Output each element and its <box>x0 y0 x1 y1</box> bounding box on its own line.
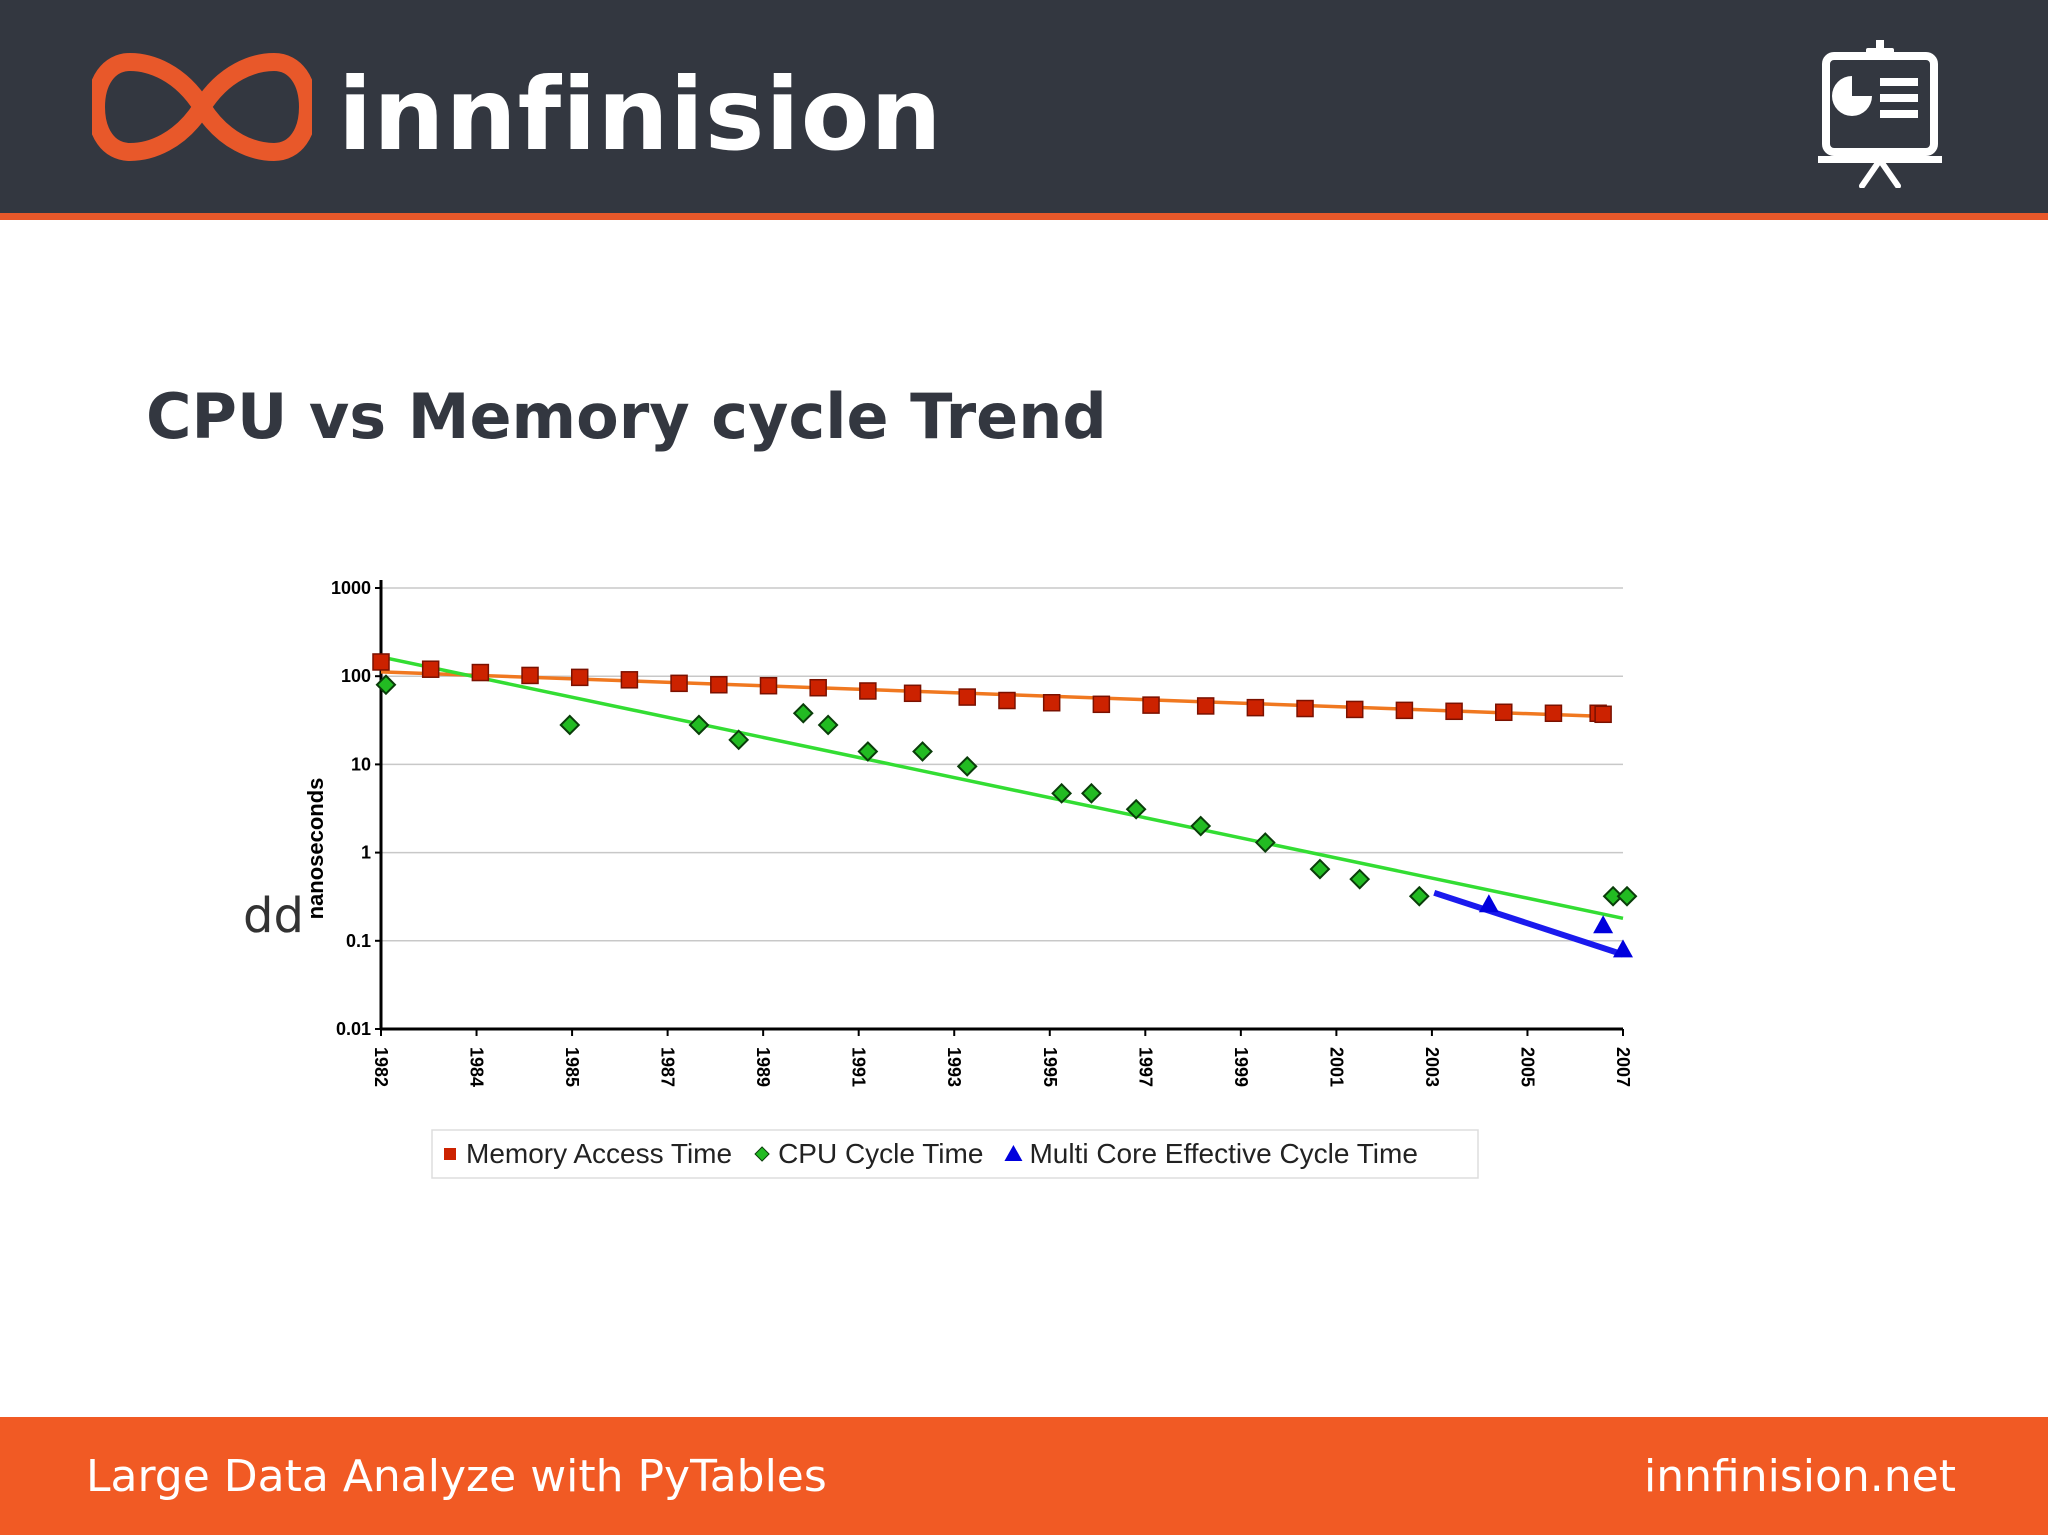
x-tick-label: 1982 <box>371 1047 391 1087</box>
y-tick-label: 10 <box>351 754 371 774</box>
memory-access-marker <box>421 660 440 678</box>
x-tick-label: 1985 <box>562 1047 582 1087</box>
memory-access-marker <box>570 668 589 687</box>
memory-access-marker <box>1544 704 1563 723</box>
x-tick-label: 2005 <box>1517 1047 1537 1087</box>
cpu-cycle-marker <box>857 741 879 762</box>
legend-label: Memory Access Time <box>466 1138 732 1169</box>
cpu-cycle-marker <box>1602 885 1624 907</box>
cpu-cycle-marker <box>1081 782 1102 804</box>
brand-name: innfinision <box>338 56 943 173</box>
memory-access-marker <box>1246 698 1265 717</box>
cpu-cycle-marker <box>1125 798 1147 820</box>
memory-access-marker <box>1395 701 1414 720</box>
memory-access-marker <box>1594 705 1612 724</box>
memory-access-marker <box>1042 694 1061 712</box>
x-tick-label: 2007 <box>1613 1047 1633 1087</box>
memory-access-marker <box>1296 699 1314 718</box>
cpu-cycle-marker <box>688 714 710 736</box>
memory-access-marker <box>859 682 877 700</box>
x-tick-label: 1993 <box>944 1047 964 1087</box>
footer-website: innfinision.net <box>1644 1451 1956 1502</box>
x-tick-label: 1995 <box>1040 1047 1060 1087</box>
cpu-cycle-marker <box>1349 868 1371 890</box>
y-tick-label: 100 <box>341 666 371 686</box>
cpu-cycle-legend-marker <box>754 1146 770 1162</box>
cpu-cycle-marker <box>1254 832 1276 853</box>
cpu-cycle-marker <box>1616 885 1638 907</box>
footer-bar: Large Data Analyze with PyTables innfini… <box>0 1417 2048 1535</box>
x-tick-label: 1984 <box>467 1047 487 1087</box>
cpu-cycle-marker <box>375 674 397 696</box>
memory-access-marker <box>1345 700 1364 719</box>
y-tick-label: 0.01 <box>336 1019 371 1039</box>
x-tick-label: 1989 <box>753 1047 773 1087</box>
slide-title: CPU vs Memory cycle Trend <box>146 380 1107 453</box>
y-tick-label: 1 <box>361 843 371 863</box>
memory-cpu-chart: 0.01 0.1 1 10 100 1000 nanoseconds 1982 1984 1985… <box>303 578 1638 1179</box>
memory-access-marker <box>1445 702 1463 721</box>
multicore-marker <box>1613 939 1633 958</box>
cpu-cycle-marker <box>1309 858 1331 880</box>
footer-title: Large Data Analyze with PyTables <box>86 1451 827 1502</box>
legend-box <box>431 1129 1479 1179</box>
y-tick-label: 1000 <box>331 578 371 598</box>
x-tick-label: 1997 <box>1135 1047 1155 1087</box>
memory-access-marker <box>521 666 539 685</box>
memory-access-marker <box>1142 696 1160 714</box>
infinity-logo-icon <box>92 53 312 161</box>
multicore-marker <box>1478 894 1499 913</box>
legend-label: CPU Cycle Time <box>778 1138 983 1169</box>
memory-access-marker <box>670 674 688 693</box>
cpu-cycle-marker <box>1408 885 1430 907</box>
x-tick-label: 2001 <box>1326 1047 1346 1087</box>
presentation-board-icon <box>1818 40 1942 188</box>
header-bar: innfinision <box>0 0 2048 220</box>
chart-container: 0.01 0.1 1 10 100 1000 nanoseconds 1982 1984 1985… <box>220 560 1660 1205</box>
x-tick-label: 1987 <box>658 1047 678 1087</box>
x-tick-label: 2003 <box>1422 1047 1442 1087</box>
cpu-cycle-marker <box>559 714 581 736</box>
legend-label: Multi Core Effective Cycle Time <box>1029 1138 1418 1169</box>
memory-access-marker <box>710 675 728 694</box>
cpu-cycle-marker <box>728 729 750 751</box>
memory-access-marker <box>998 691 1016 710</box>
stray-text: dd <box>243 888 304 944</box>
memory-access-marker <box>620 671 639 689</box>
memory-access-marker <box>372 653 390 671</box>
y-axis-label: nanoseconds <box>303 778 328 920</box>
memory-access-marker <box>903 684 922 703</box>
memory-access-marker <box>958 688 976 706</box>
memory-access-marker <box>809 678 827 697</box>
multicore-legend-marker <box>1004 1145 1023 1161</box>
y-tick-label: 0.1 <box>346 931 371 951</box>
memory-access-marker <box>1196 697 1215 715</box>
memory-access-marker <box>471 663 490 682</box>
cpu-cycle-marker <box>1190 815 1212 837</box>
trend-line <box>1433 889 1624 958</box>
memory-access-marker <box>759 676 778 695</box>
cpu-cycle-marker <box>956 755 978 777</box>
x-tick-label: 1999 <box>1231 1047 1251 1087</box>
multicore-marker <box>1593 915 1614 934</box>
cpu-cycle-marker <box>1051 782 1073 804</box>
cpu-cycle-marker <box>817 714 839 736</box>
cpu-cycle-marker <box>912 741 933 762</box>
memory-access-legend-marker <box>444 1148 456 1160</box>
cpu-cycle-marker <box>792 702 814 724</box>
memory-access-marker <box>1495 703 1513 722</box>
trend-line <box>380 655 1624 920</box>
x-tick-label: 1991 <box>849 1047 869 1087</box>
memory-access-marker <box>1092 695 1111 714</box>
